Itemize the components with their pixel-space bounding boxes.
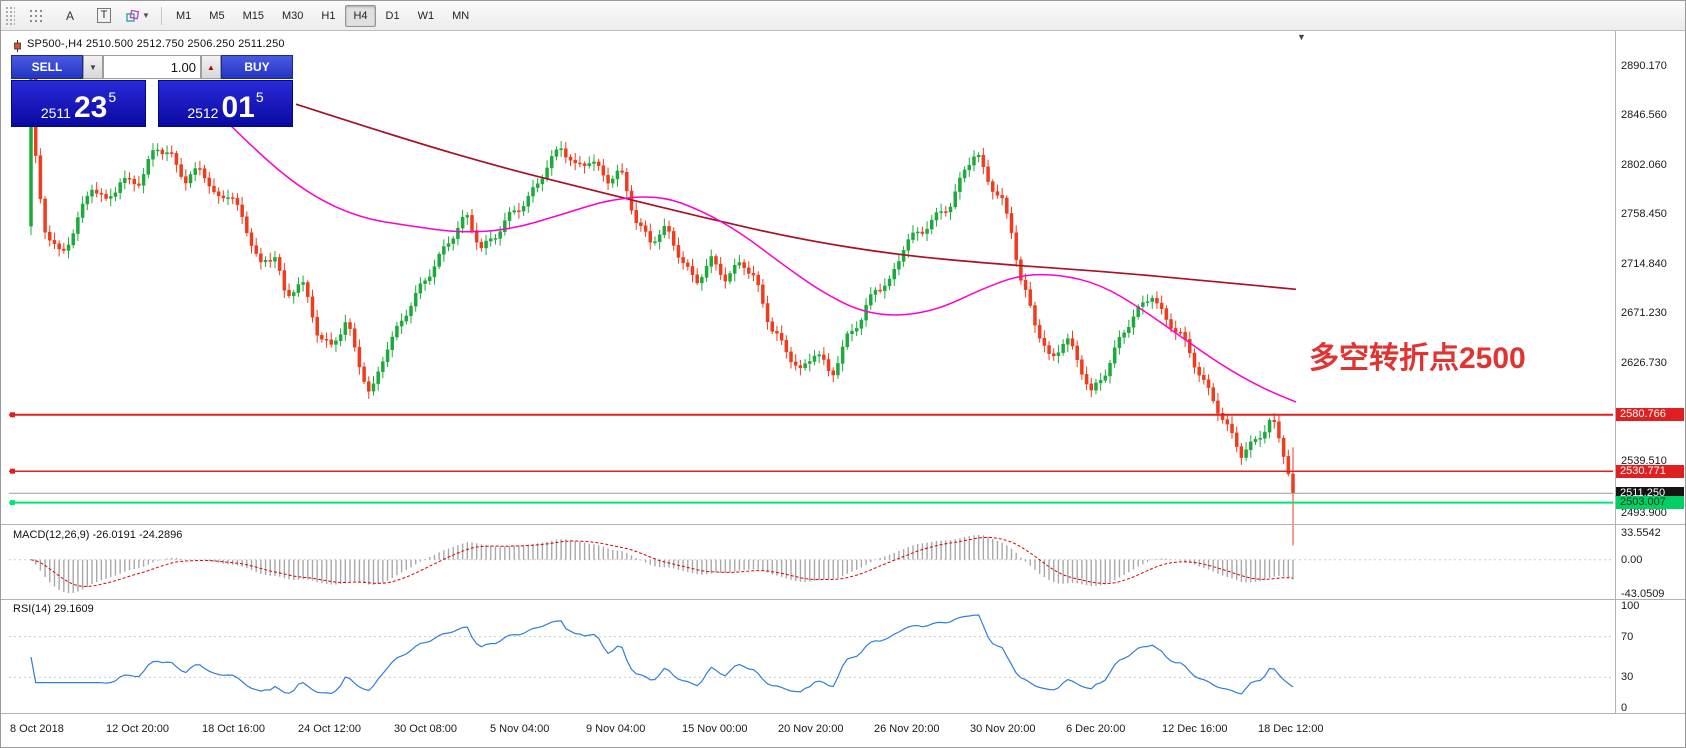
toolbar: A T ▼ M1 M5 M15 M30 H1 H4 D1 W1 MN — [1, 1, 1685, 31]
tf-button-D1[interactable]: D1 — [385, 9, 400, 22]
label-tool-label: T — [96, 8, 112, 23]
price-axis-border — [1615, 31, 1616, 713]
price-axis-label: 2493.900 — [1621, 507, 1667, 519]
chevron-down-icon: ▼ — [89, 62, 97, 72]
price-axis-label: 2758.450 — [1621, 208, 1667, 220]
tf-button-M1[interactable]: M1 — [176, 9, 192, 22]
text-tool-label: A — [65, 8, 74, 23]
divider-main-macd[interactable] — [1, 524, 1685, 525]
toolbar-separator — [161, 6, 162, 25]
price-badge-2580.766: 2580.766 — [1616, 408, 1684, 421]
buy-price-base: 2512 — [187, 104, 219, 121]
macd-axis-label: -43.0509 — [1621, 588, 1665, 600]
tf-button-H4[interactable]: H4 — [345, 4, 376, 27]
chevron-up-icon: ▲ — [207, 62, 215, 72]
text-tool-button[interactable]: A — [54, 4, 86, 28]
buy-price-big: 01 — [221, 91, 255, 125]
price-axis-label: 2890.170 — [1621, 60, 1667, 72]
one-click-trade-panel: SELL ▼ ▲ BUY 2511 23 5 2512 01 5 — [11, 55, 293, 127]
macd-label: MACD(12,26,9) -26.0191 -24.2896 — [13, 529, 183, 541]
tf-button-M30[interactable]: M30 — [281, 9, 304, 22]
buy-price-display[interactable]: 2512 01 5 — [158, 80, 293, 127]
price-axis-label: 2539.510 — [1621, 455, 1667, 467]
price-axis-label: 2802.060 — [1621, 159, 1667, 171]
shapes-icon — [126, 9, 140, 22]
rsi-axis-label: 0 — [1621, 702, 1628, 714]
toolbar-grip[interactable] — [5, 5, 15, 26]
chart-annotation[interactable]: 多空转折点2500 — [1309, 342, 1526, 375]
price-axis-label: 2846.560 — [1621, 109, 1667, 121]
sell-button[interactable]: SELL — [11, 55, 83, 79]
buy-price-sup: 5 — [255, 89, 264, 105]
sell-price-base: 2511 — [40, 104, 71, 121]
price-badge-2530.771: 2530.771 — [1616, 465, 1684, 478]
sell-price-display[interactable]: 2511 23 5 — [11, 80, 146, 127]
price-axis-label: 2714.840 — [1621, 258, 1667, 270]
price-badge-2503.007: 2503.007 — [1616, 496, 1684, 509]
divider-macd-rsi[interactable] — [1, 599, 1685, 600]
sell-price-sup: 5 — [108, 89, 117, 105]
time-axis-label: 30 Nov 20:00 — [970, 723, 1036, 735]
shapes-tool-button[interactable]: ▼ — [122, 4, 154, 28]
time-axis-label: 6 Dec 20:00 — [1066, 723, 1126, 735]
buy-label: BUY — [244, 60, 270, 74]
ma-long-line — [295, 103, 1297, 291]
time-axis-label: 15 Nov 00:00 — [682, 723, 748, 735]
volume-dropdown-button[interactable]: ▼ — [83, 55, 103, 79]
rsi-label: RSI(14) 29.1609 — [13, 603, 94, 615]
macd-axis-label: 0.00 — [1621, 554, 1643, 566]
volume-input[interactable] — [103, 55, 201, 79]
macd-signal-line — [30, 536, 1294, 588]
time-axis-label: 12 Dec 16:00 — [1162, 723, 1228, 735]
tf-button-M15[interactable]: M15 — [242, 9, 264, 22]
tf-button-W1[interactable]: W1 — [417, 9, 435, 22]
sell-price-big: 23 — [73, 91, 108, 125]
ohlc-readout: SP500-,H4 2510.500 2512.750 2506.250 251… — [27, 38, 285, 50]
timeframe-group: M1 M5 M15 M30 H1 H4 D1 W1 MN — [168, 4, 477, 27]
rsi-axis-label: 30 — [1621, 671, 1634, 683]
time-axis-label: 18 Dec 12:00 — [1258, 723, 1324, 735]
time-axis-label: 26 Nov 20:00 — [874, 723, 940, 735]
time-axis-label: 20 Nov 20:00 — [778, 723, 844, 735]
rsi-axis-label: 70 — [1621, 631, 1634, 643]
grid-icon[interactable] — [20, 4, 52, 28]
price-axis-label: 2626.730 — [1621, 357, 1667, 369]
candle-icon — [13, 39, 22, 57]
rsi-line — [30, 614, 1294, 695]
time-axis-label: 24 Oct 12:00 — [298, 723, 361, 735]
ma-mid-line — [215, 110, 1297, 403]
macd-axis-label: 33.5542 — [1621, 527, 1661, 539]
time-axis-label: 30 Oct 08:00 — [394, 723, 457, 735]
text-label-tool-button[interactable]: T — [88, 4, 120, 28]
buy-button[interactable]: BUY — [221, 55, 293, 79]
volume-stepper[interactable]: ▲ — [201, 55, 221, 79]
tf-button-M5[interactable]: M5 — [209, 9, 225, 22]
time-axis-label: 5 Nov 04:00 — [490, 723, 550, 735]
chart-shift-marker[interactable]: ▼ — [1297, 32, 1306, 42]
tf-button-H1[interactable]: H1 — [321, 9, 336, 22]
price-axis-label: 2671.230 — [1621, 307, 1667, 319]
chevron-down-icon: ▼ — [142, 11, 150, 20]
time-axis-label: 12 Oct 20:00 — [106, 723, 169, 735]
time-axis-label: 9 Nov 04:00 — [586, 723, 646, 735]
divider-rsi-timeaxis — [1, 713, 1685, 714]
rsi-axis-label: 100 — [1621, 600, 1640, 612]
tf-button-MN[interactable]: MN — [452, 9, 470, 22]
sell-label: SELL — [31, 60, 63, 74]
time-axis-label: 18 Oct 16:00 — [202, 723, 265, 735]
time-axis-label: 8 Oct 2018 — [10, 723, 64, 735]
